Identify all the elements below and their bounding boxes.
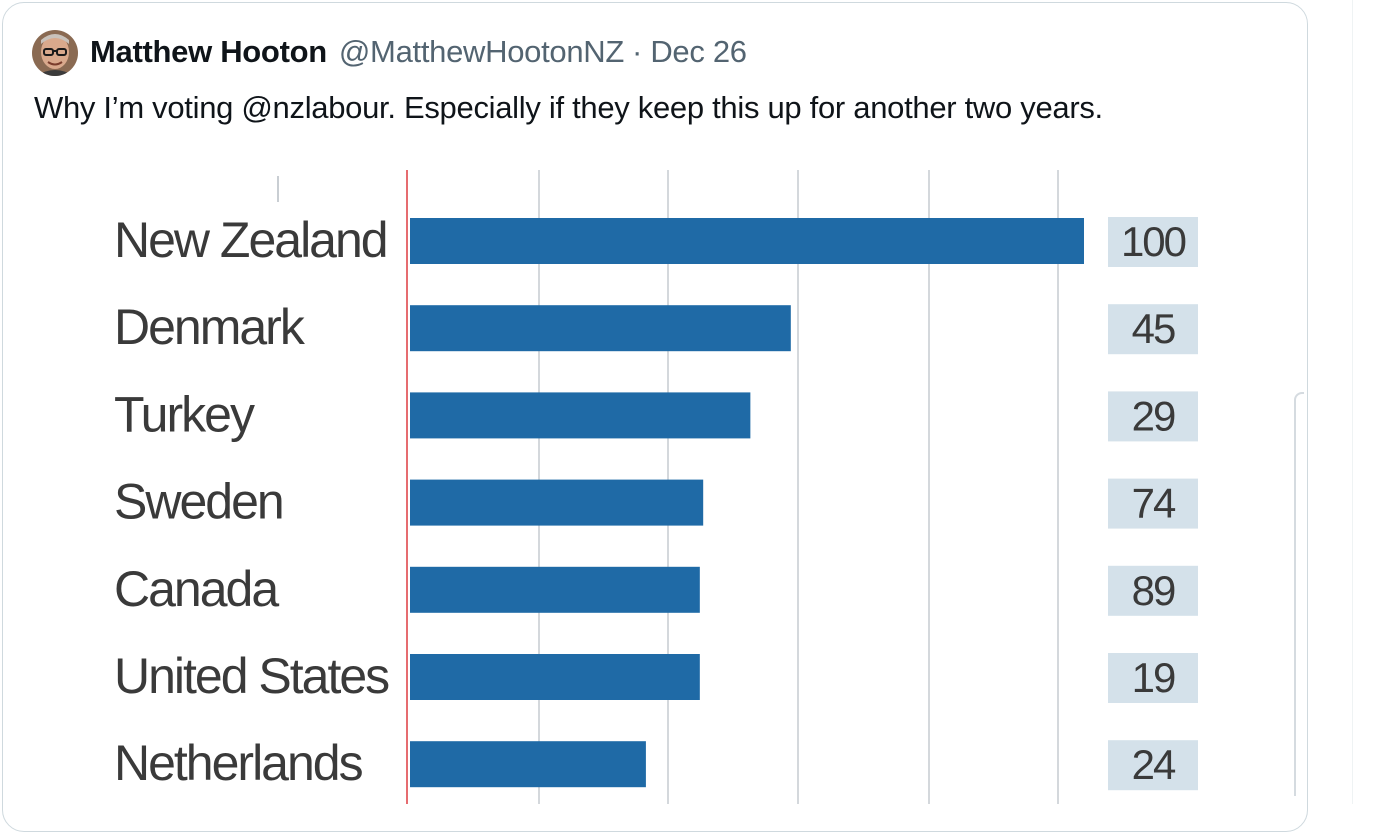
category-label: Turkey	[114, 386, 255, 442]
author-name[interactable]: Matthew Hooton	[90, 34, 327, 69]
category-label: Sweden	[114, 474, 283, 530]
tweet-header: Matthew Hooton @MatthewHootonNZ · Dec 26	[90, 32, 747, 72]
value-label-box	[1108, 217, 1198, 267]
bar-chart: New Zealand 100 Denmark 45 Turkey 29 Sweden 74 C…	[114, 170, 1198, 804]
post-date[interactable]: Dec 26	[650, 34, 747, 69]
value-label-box	[1108, 653, 1198, 703]
tweet-media-chart[interactable]: New Zealand 100 Denmark 45 Turkey 29 Sweden 74 C…	[34, 140, 1274, 804]
value-label-box	[1108, 304, 1198, 355]
category-label: Netherlands	[114, 735, 363, 791]
category-label: New Zealand	[114, 212, 387, 268]
header-separator: ·	[632, 34, 643, 69]
tweet-text: Why I’m voting @nzlabour. Especially if …	[34, 90, 1103, 125]
bar-netherlands	[410, 741, 646, 788]
value-label: 29	[1132, 392, 1175, 439]
value-label: 19	[1132, 654, 1175, 701]
value-label-box	[1108, 478, 1198, 529]
category-label: United States	[114, 648, 389, 704]
value-label-box	[1108, 565, 1198, 616]
value-label: 45	[1132, 305, 1175, 352]
sidebar-divider	[1352, 0, 1353, 804]
media-scrollbar[interactable]	[1294, 392, 1304, 796]
value-label-box	[1108, 740, 1198, 791]
author-handle[interactable]: @MatthewHootonNZ	[338, 34, 624, 69]
bar-united-states	[410, 654, 700, 700]
value-label: 74	[1132, 480, 1176, 527]
bar-turkey	[410, 392, 751, 439]
avatar-image	[32, 30, 78, 76]
value-label: 100	[1121, 218, 1186, 265]
bar-new-zealand	[410, 218, 1084, 264]
category-label: Denmark	[114, 299, 306, 355]
value-label: 24	[1132, 741, 1176, 788]
bar-canada	[410, 566, 700, 613]
bar-denmark	[410, 305, 791, 352]
category-label: Canada	[114, 561, 279, 617]
bar-sweden	[410, 479, 704, 526]
value-label-box	[1108, 391, 1198, 442]
value-label: 89	[1132, 567, 1175, 614]
author-avatar[interactable]	[32, 30, 78, 76]
